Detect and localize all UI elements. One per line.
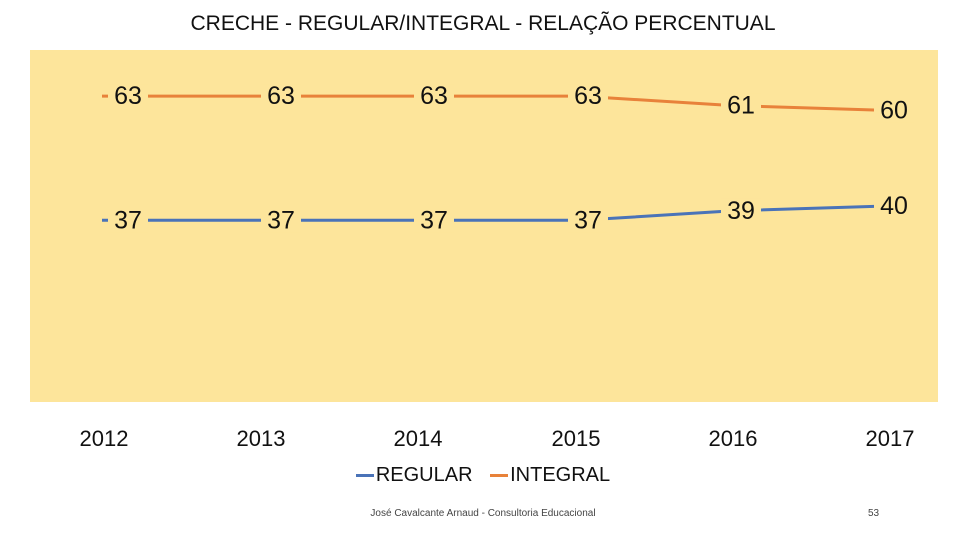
x-tick-2017: 2017 <box>866 426 915 451</box>
data-label-bg-integral-3 <box>568 84 608 109</box>
data-label-bg-regular-0 <box>108 208 148 233</box>
x-axis-ticks: 2012 2013 2014 2015 2016 2017 <box>80 426 915 451</box>
data-label-regular-5: 40 <box>880 192 908 220</box>
legend-swatch-integral <box>490 474 509 478</box>
data-label-integral-5: 60 <box>880 96 908 124</box>
data-label-regular-3: 37 <box>574 206 602 234</box>
legend: REGULAR INTEGRAL <box>0 464 960 487</box>
data-label-bg-regular-5 <box>874 194 914 218</box>
data-label-integral-3: 63 <box>574 82 602 110</box>
legend-item-regular: REGULAR <box>355 464 473 487</box>
data-label-bg-integral-5 <box>874 98 914 123</box>
chart-title: CRECHE - REGULAR/INTEGRAL - RELAÇÃO PERC… <box>190 12 776 35</box>
data-label-bg-integral-0 <box>108 84 148 109</box>
data-label-bg-integral-4 <box>721 93 761 118</box>
data-label-bg-regular-4 <box>721 198 761 223</box>
legend-item-integral: INTEGRAL <box>490 464 610 487</box>
data-label-regular-2: 37 <box>420 206 448 234</box>
data-label-integral-0: 63 <box>114 82 142 110</box>
data-label-integral-1: 63 <box>267 82 295 110</box>
data-label-regular-4: 39 <box>727 197 755 225</box>
legend-label-integral: INTEGRAL <box>510 464 611 486</box>
x-tick-2015: 2015 <box>552 426 601 451</box>
data-label-bg-regular-2 <box>414 208 454 233</box>
plot-area <box>30 50 938 402</box>
data-label-integral-4: 61 <box>727 92 755 120</box>
data-label-bg-integral-1 <box>261 84 301 109</box>
legend-swatch-regular <box>355 474 374 478</box>
data-labels: 37 37 37 37 39 40 63 63 63 63 61 60 <box>108 82 914 234</box>
data-label-regular-1: 37 <box>267 206 295 234</box>
x-tick-2014: 2014 <box>394 426 443 451</box>
data-label-bg-regular-1 <box>261 208 301 233</box>
x-tick-2012: 2012 <box>80 426 129 451</box>
legend-label-regular: REGULAR <box>375 464 473 486</box>
x-tick-2013: 2013 <box>237 426 286 451</box>
data-label-integral-2: 63 <box>420 82 448 110</box>
x-tick-2016: 2016 <box>709 426 758 451</box>
page-number: 53 <box>868 508 880 519</box>
data-label-regular-0: 37 <box>114 206 142 234</box>
data-label-bg-integral-2 <box>414 84 454 109</box>
footer-credit: José Cavalcante Arnaud - Consultoria Edu… <box>370 508 596 519</box>
data-label-bg-regular-3 <box>568 208 608 233</box>
